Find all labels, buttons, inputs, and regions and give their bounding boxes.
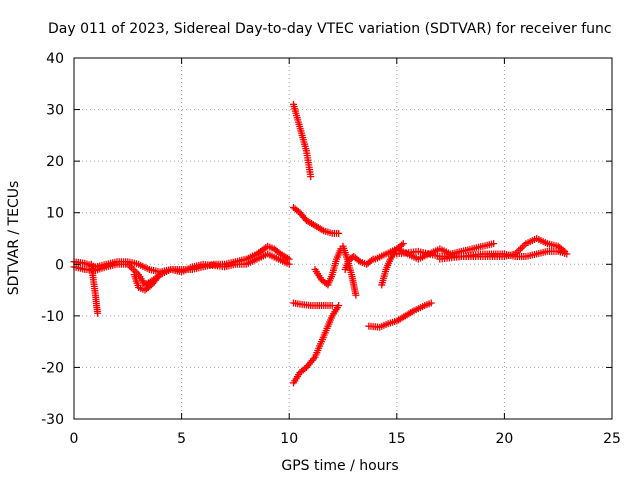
chart-title: Day 011 of 2023, Sidereal Day-to-day VTE…: [48, 21, 612, 37]
data-point: [563, 250, 571, 258]
x-tick-label: 20: [495, 431, 513, 447]
series-branch-14-16h: [365, 299, 435, 331]
data-point: [153, 275, 161, 283]
y-tick-label: 10: [46, 206, 64, 222]
x-tick-label: 15: [388, 431, 406, 447]
y-tick-label: 0: [55, 257, 64, 273]
data-point: [335, 302, 343, 310]
series-layer: [70, 100, 571, 387]
series-dip-2-4h: [130, 271, 162, 294]
tick-labels: 0 5 10 15 20 25 -30 -20 -10 0 10 20 30 40: [41, 51, 621, 447]
data-point: [301, 365, 309, 373]
series-right-trace-a: [371, 240, 498, 263]
series-upper-arc: [290, 204, 343, 237]
y-tick-label: -10: [41, 309, 64, 325]
data-point: [368, 256, 376, 264]
plot-frame: [73, 57, 613, 420]
x-tick-label: 5: [177, 431, 186, 447]
x-tick-label: 10: [280, 431, 298, 447]
series-wave-12-14h: [341, 253, 377, 273]
data-point: [427, 299, 435, 307]
x-tick-label: 0: [70, 431, 79, 447]
data-point: [285, 260, 293, 268]
series-lower-flat: [290, 299, 336, 310]
y-tick-label: -30: [41, 412, 64, 428]
data-point: [490, 240, 498, 248]
y-tick-label: -20: [41, 360, 64, 376]
data-point: [328, 302, 336, 310]
data-point: [154, 273, 162, 281]
series-right-trace-c: [436, 247, 571, 263]
data-point: [352, 291, 360, 299]
grid: [74, 58, 612, 419]
x-axis-label: GPS time / hours: [281, 458, 398, 474]
data-point: [398, 241, 406, 249]
data-point: [94, 309, 102, 317]
y-tick-label: 40: [46, 51, 64, 67]
data-point: [399, 240, 407, 248]
y-tick-label: 30: [46, 103, 64, 119]
series-drop-near-1h: [87, 260, 102, 317]
data-point: [307, 173, 315, 181]
series-rise-from-minus-23: [290, 302, 343, 387]
y-axis-label: SDTVAR / TECUs: [6, 181, 22, 296]
data-point: [335, 229, 343, 237]
data-point: [355, 256, 363, 264]
x-tick-label: 25: [603, 431, 621, 447]
series-descent-10-11h: [290, 100, 315, 181]
y-tick-label: 20: [46, 154, 64, 170]
ticks: [73, 57, 613, 420]
